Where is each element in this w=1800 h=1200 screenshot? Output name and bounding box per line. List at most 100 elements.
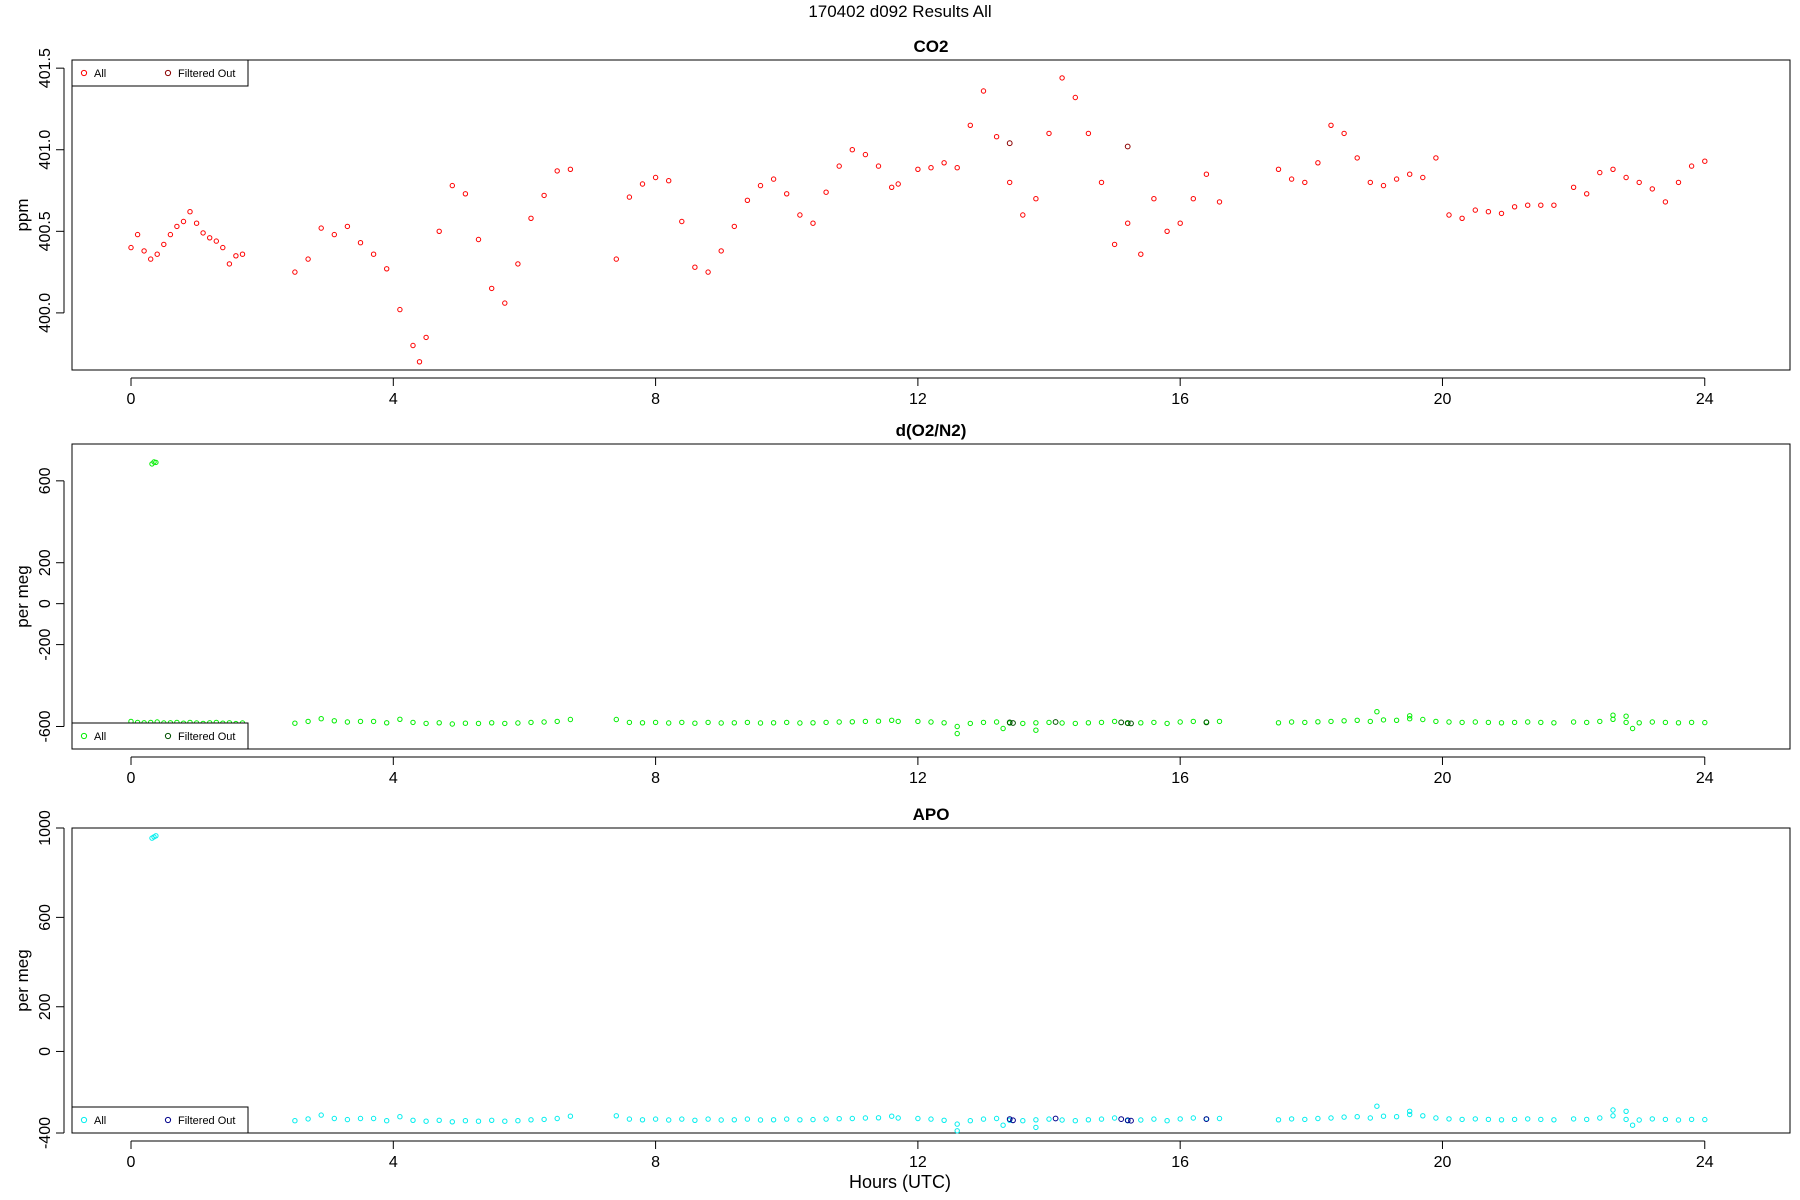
panel-2-point-all	[1216, 718, 1223, 725]
panel-1-point-all	[239, 251, 246, 257]
panel-2-x-tick-label: 16	[1171, 770, 1189, 787]
panel-2-point-all	[318, 716, 324, 722]
panel-1-point-all	[1138, 251, 1144, 257]
panel-1-point-all	[1380, 182, 1387, 189]
panel-3-point-all	[1177, 1116, 1183, 1122]
panel-1-y-axis-label: ppm	[13, 198, 32, 231]
panel-3-point-all	[770, 1117, 777, 1123]
panel-3-point-all	[718, 1117, 724, 1123]
panel-2-point-all	[941, 720, 947, 726]
panel-1-point-all	[141, 248, 147, 254]
panel-3-point-all	[1302, 1116, 1308, 1123]
panel-3-x-tick-label: 0	[127, 1154, 136, 1171]
panel-2-point-all	[1485, 719, 1492, 726]
panel-1-point-all	[1597, 169, 1603, 176]
panel-2-legend-filtered-label: Filtered Out	[178, 731, 235, 743]
panel-1-point-all	[1302, 179, 1308, 186]
panel-1-point-all	[1662, 199, 1669, 205]
panel-2-y-tick-label: -600	[37, 710, 54, 742]
panel-2-point-all	[757, 720, 764, 726]
panel-3-point-all	[744, 1116, 751, 1122]
panel-3-point-all	[515, 1118, 521, 1124]
panel-1-point-all	[1072, 94, 1079, 101]
panel-2-point-all	[344, 719, 351, 725]
panel-1-point-all	[213, 238, 220, 244]
panel-3-point-all	[705, 1116, 711, 1122]
panel-1-point-all	[980, 88, 987, 94]
panel-3-point-all	[462, 1118, 469, 1124]
panel-2-point-all	[397, 716, 403, 722]
panel-1-point-all	[410, 342, 416, 349]
panel-2-y-tick-label: -200	[37, 628, 54, 660]
panel-2-point-all	[436, 720, 442, 726]
panel-1-x-tick-label: 4	[389, 391, 398, 408]
panel-1-point-all	[1315, 160, 1321, 166]
panel-1-point-all	[226, 261, 233, 267]
panel-2-point-all	[1623, 713, 1629, 719]
panel-3-point-all	[1407, 1108, 1413, 1115]
panel-2-point-all	[1164, 720, 1170, 727]
panel-3-point-all	[1623, 1108, 1629, 1115]
panel-3-point-all	[1374, 1103, 1380, 1109]
panel-2-legend-filtered-marker	[164, 732, 172, 740]
panel-1-point-all	[475, 236, 482, 243]
panel-1-point-all	[528, 215, 534, 222]
panel-3-title: APO	[913, 805, 950, 824]
panel-3-point-all	[567, 1113, 574, 1119]
panel-2-point-all	[410, 719, 416, 726]
panel-2-point-all	[1498, 720, 1505, 726]
panel-2-point-all	[1085, 720, 1092, 726]
panel-3-point-all	[941, 1117, 947, 1124]
panel-2-point-all	[639, 720, 646, 726]
panel-1-point-all	[207, 235, 213, 241]
panel-3-point-all	[1328, 1115, 1334, 1121]
panel-1-point-all	[567, 166, 574, 173]
panel-3-point-all	[410, 1117, 416, 1124]
panel-1-point-all	[1085, 130, 1092, 137]
panel-3-point-all	[889, 1113, 895, 1119]
panel-3-point-all	[1000, 1122, 1006, 1128]
panel-1-point-all	[331, 231, 337, 238]
panel-3-y-tick-label: 200	[37, 993, 54, 1020]
panel-1-point-filtered	[1124, 143, 1131, 150]
panel-3-point-all	[554, 1115, 560, 1122]
panel-3-point-all	[1688, 1116, 1695, 1123]
panel-3-point-all	[1420, 1113, 1426, 1119]
panel-2-point-all	[889, 717, 895, 723]
panel-3-point-filtered	[1010, 1117, 1016, 1124]
panel-1-legend-box	[71, 59, 249, 87]
panel-3-point-all	[1433, 1115, 1439, 1121]
panel-3-point-all	[1538, 1116, 1544, 1123]
panel-1-point-all	[1288, 176, 1295, 182]
figure-title: 170402 d092 Results All	[808, 2, 992, 21]
panel-1-point-all	[1702, 158, 1708, 164]
panel-1-point-all	[180, 218, 187, 225]
panel-2-point-all	[1688, 719, 1695, 726]
panel-3-y-tick-label: -400	[37, 1117, 54, 1149]
panel-1-point-all	[200, 230, 206, 236]
panel-1-point-all	[1007, 179, 1013, 186]
panel-2-point-all	[862, 718, 869, 725]
panel-1-point-all	[515, 261, 521, 267]
panel-3-point-all	[1164, 1118, 1170, 1124]
panel-3-point-all	[357, 1115, 364, 1122]
panel-1-point-all	[1098, 179, 1105, 186]
panel-1-point-all	[1354, 155, 1360, 161]
panel-3-x-tick-label: 4	[389, 1154, 398, 1171]
panel-2-point-filtered	[1118, 719, 1125, 726]
panel-2-point-all	[1151, 719, 1157, 726]
panel-1-point-all	[1341, 130, 1347, 137]
panel-3-point-all	[502, 1118, 508, 1124]
panel-3-point-all	[1367, 1115, 1374, 1121]
panel-2-point-all	[1551, 720, 1557, 726]
panel-3-point-all	[613, 1113, 619, 1119]
panel-3-point-all	[980, 1116, 987, 1122]
panel-2-point-all	[1302, 719, 1308, 726]
panel-3-x-tick-label: 20	[1434, 1154, 1452, 1171]
panel-2-point-all	[993, 719, 1000, 725]
panel-1-point-all	[1570, 184, 1577, 191]
panel-2-frame	[71, 443, 1791, 750]
panel-2-point-all	[836, 719, 842, 725]
panel-3-point-all	[1636, 1117, 1642, 1123]
